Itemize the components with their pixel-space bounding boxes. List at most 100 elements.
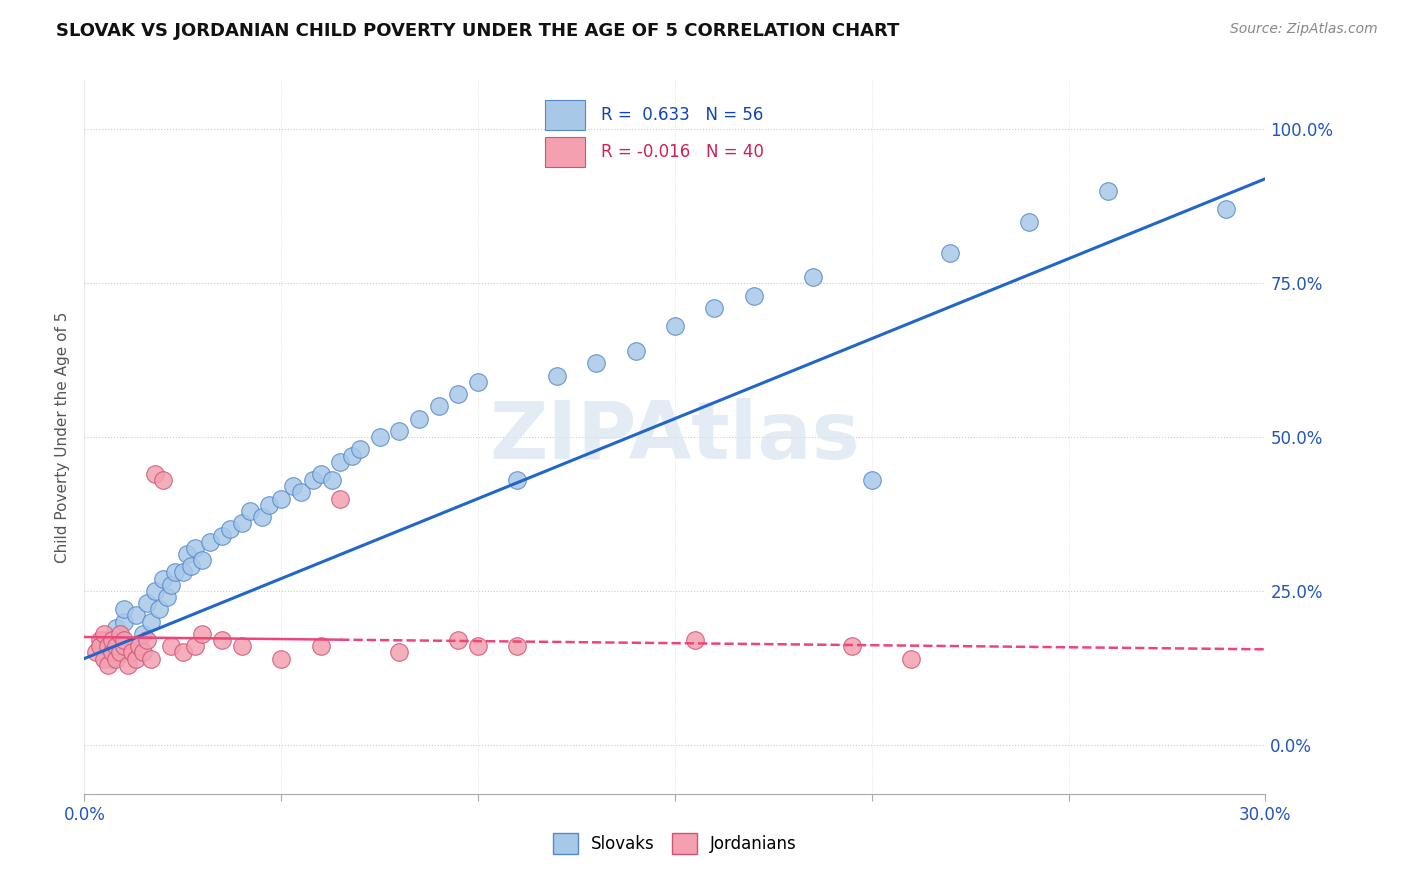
Text: SLOVAK VS JORDANIAN CHILD POVERTY UNDER THE AGE OF 5 CORRELATION CHART: SLOVAK VS JORDANIAN CHILD POVERTY UNDER … [56, 22, 900, 40]
Point [128, 639, 150, 653]
Point [281, 479, 304, 493]
Point [340, 449, 363, 463]
Point [270, 651, 292, 665]
Point [546, 368, 568, 383]
Point [664, 319, 686, 334]
Point [349, 442, 371, 457]
Point [239, 504, 262, 518]
Point [152, 572, 174, 586]
Point [160, 639, 183, 653]
Point [121, 645, 143, 659]
Point [1215, 202, 1237, 217]
Point [124, 651, 146, 665]
Point [112, 602, 135, 616]
Bar [546, 100, 585, 130]
Point [506, 473, 529, 487]
Point [101, 633, 124, 648]
Point [112, 639, 135, 653]
Point [447, 633, 470, 648]
Point [219, 522, 242, 536]
Point [143, 467, 166, 481]
Point [801, 270, 824, 285]
Point [104, 621, 127, 635]
Point [141, 615, 163, 629]
Point [211, 528, 233, 542]
Point [309, 639, 332, 653]
Point [841, 639, 863, 653]
Point [231, 516, 253, 531]
Point [93, 627, 115, 641]
Point [172, 645, 194, 659]
Point [108, 627, 131, 641]
Point [1097, 184, 1119, 198]
Point [388, 645, 411, 659]
Point [97, 639, 120, 653]
Y-axis label: Child Poverty Under the Age of 5: Child Poverty Under the Age of 5 [55, 311, 70, 563]
Point [97, 657, 120, 672]
Point [180, 559, 202, 574]
Point [84, 645, 107, 659]
Point [506, 639, 529, 653]
Point [290, 485, 312, 500]
Point [172, 566, 194, 580]
Point [1018, 215, 1040, 229]
Point [93, 633, 115, 648]
Point [191, 553, 214, 567]
Point [93, 651, 115, 665]
Point [231, 639, 253, 653]
Point [176, 547, 198, 561]
Point [368, 430, 391, 444]
Point [148, 602, 170, 616]
Point [183, 541, 205, 555]
Point [163, 566, 186, 580]
Point [467, 639, 489, 653]
Point [132, 627, 155, 641]
Point [939, 245, 962, 260]
Point [329, 455, 352, 469]
Point [112, 615, 135, 629]
Bar [546, 137, 585, 167]
Point [321, 473, 343, 487]
Point [101, 651, 124, 665]
Point [183, 639, 205, 653]
Point [250, 510, 273, 524]
Point [136, 633, 159, 648]
Point [211, 633, 233, 648]
Point [143, 583, 166, 598]
Text: R = -0.016   N = 40: R = -0.016 N = 40 [600, 143, 763, 161]
Point [89, 639, 111, 653]
Point [329, 491, 352, 506]
Point [270, 491, 292, 506]
Point [309, 467, 332, 481]
Point [427, 400, 450, 414]
Point [191, 627, 214, 641]
Point [160, 578, 183, 592]
Point [703, 301, 725, 315]
Point [117, 657, 139, 672]
Text: ZIPAtlas: ZIPAtlas [489, 398, 860, 476]
Point [467, 375, 489, 389]
Point [104, 651, 127, 665]
Point [108, 645, 131, 659]
Legend: Slovaks, Jordanians: Slovaks, Jordanians [547, 827, 803, 861]
Point [683, 633, 706, 648]
Point [132, 645, 155, 659]
Point [89, 633, 111, 648]
Point [585, 356, 607, 370]
Point [301, 473, 323, 487]
Point [104, 639, 127, 653]
Point [860, 473, 883, 487]
Point [101, 645, 124, 659]
Point [388, 424, 411, 438]
Point [112, 633, 135, 648]
Point [124, 608, 146, 623]
Point [200, 534, 222, 549]
Point [141, 651, 163, 665]
Point [259, 498, 281, 512]
Text: Source: ZipAtlas.com: Source: ZipAtlas.com [1230, 22, 1378, 37]
Point [624, 343, 647, 358]
Point [121, 639, 143, 653]
Point [900, 651, 922, 665]
Point [136, 596, 159, 610]
Text: R =  0.633   N = 56: R = 0.633 N = 56 [600, 106, 763, 124]
